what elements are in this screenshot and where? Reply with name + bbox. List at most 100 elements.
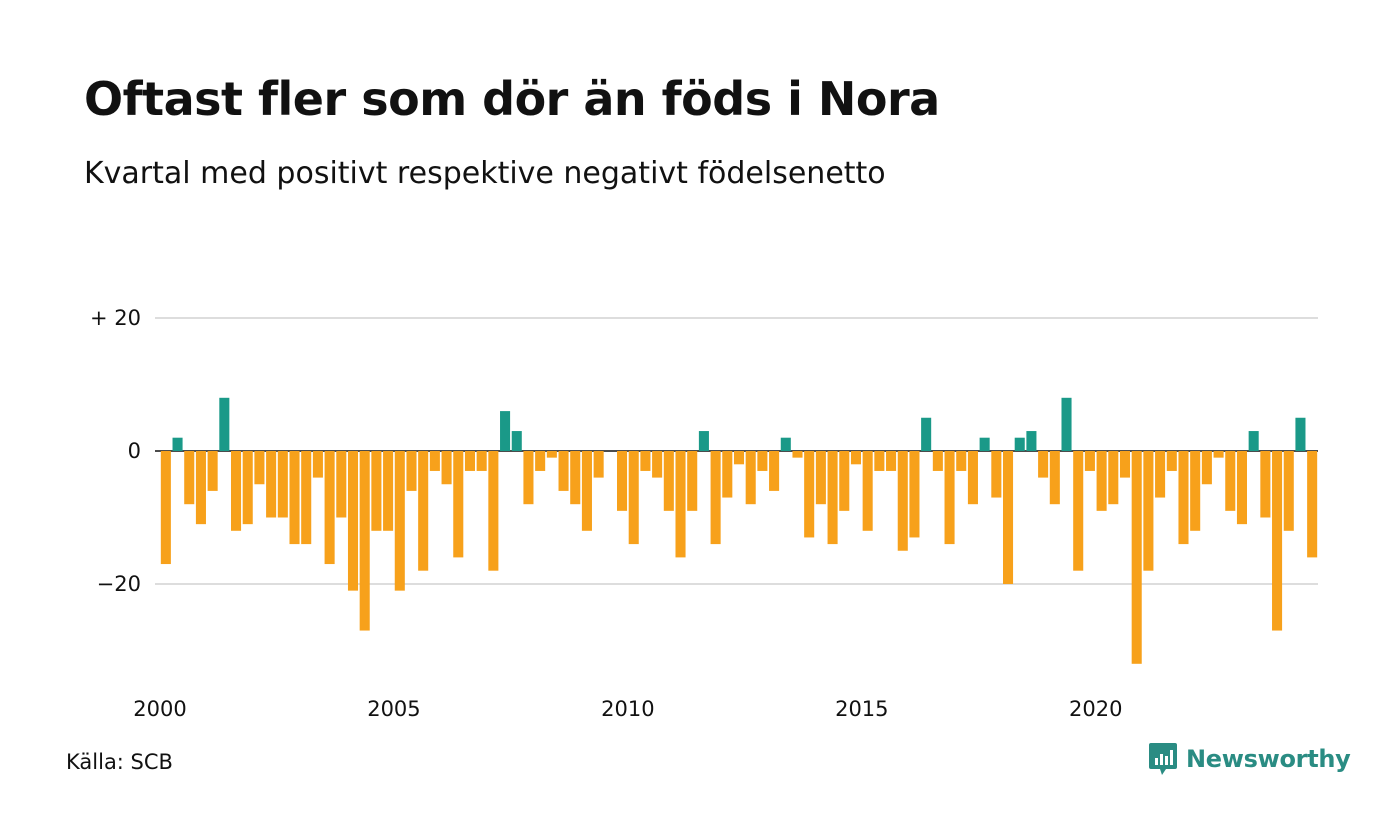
- brand-name: Newsworthy: [1186, 745, 1351, 773]
- bar-negative: [488, 451, 499, 571]
- bar-negative: [242, 451, 253, 525]
- bar-negative: [663, 451, 674, 511]
- bar-positive: [1248, 431, 1259, 451]
- bar-negative: [628, 451, 639, 545]
- bar-negative: [769, 451, 780, 491]
- bar-negative: [1108, 451, 1119, 505]
- bar-negative: [406, 451, 417, 491]
- bar-negative: [1307, 451, 1318, 558]
- x-tick-label: 2020: [1069, 697, 1122, 721]
- bar-negative: [160, 451, 171, 565]
- bar-negative: [1283, 451, 1294, 531]
- bar-negative: [1119, 451, 1131, 478]
- bar-positive: [511, 431, 522, 451]
- bar-negative: [324, 451, 335, 565]
- bar-negative: [441, 451, 452, 485]
- bar-negative: [827, 451, 838, 545]
- bar-negative: [301, 451, 312, 545]
- bar-positive: [979, 437, 990, 451]
- bar-negative: [1096, 451, 1107, 511]
- bar-negative: [617, 451, 628, 511]
- y-tick-label: −20: [97, 572, 141, 596]
- x-axis-ticks: 2000 2005 2010 2015 2020: [133, 697, 1122, 721]
- bar-positive: [698, 431, 709, 451]
- bars: [160, 397, 1318, 664]
- bar-negative: [710, 451, 721, 545]
- bar-positive: [1295, 417, 1306, 451]
- bar-negative: [1038, 451, 1049, 478]
- bar-negative: [1260, 451, 1271, 518]
- bar-negative: [687, 451, 698, 511]
- bar-negative: [453, 451, 464, 558]
- bar-negative: [195, 451, 206, 525]
- bar-negative: [792, 451, 803, 458]
- bar-negative: [1178, 451, 1189, 545]
- bar-negative: [418, 451, 429, 571]
- bar-positive: [780, 437, 791, 451]
- bar-negative: [464, 451, 475, 471]
- bar-negative: [1236, 451, 1247, 525]
- chart-title: Oftast fler som dör än föds i Nora: [84, 72, 940, 126]
- bar-negative: [850, 451, 861, 465]
- bar-negative: [932, 451, 943, 471]
- bar-positive: [1026, 431, 1037, 451]
- bar-negative: [652, 451, 663, 478]
- bar-negative: [347, 451, 359, 591]
- bar-negative: [371, 451, 382, 531]
- bar-negative: [546, 451, 557, 458]
- bar-negative: [1143, 451, 1154, 571]
- bar-negative: [535, 451, 546, 471]
- bar-negative: [184, 451, 195, 505]
- bar-negative: [1201, 451, 1212, 485]
- bar-negative: [757, 451, 768, 471]
- bar-negative: [1131, 451, 1142, 664]
- bar-negative: [289, 451, 300, 545]
- bar-positive: [1014, 437, 1025, 451]
- bar-negative: [1272, 451, 1283, 631]
- bar-negative: [967, 451, 978, 505]
- bar-negative: [745, 451, 756, 505]
- bar-negative: [383, 451, 394, 531]
- bar-negative: [1213, 451, 1224, 458]
- bar-negative: [593, 451, 604, 478]
- y-tick-label: 0: [128, 439, 141, 463]
- bar-negative: [1225, 451, 1236, 511]
- bar-negative: [1166, 451, 1177, 471]
- y-axis-ticks: + 20 0 −20: [90, 306, 141, 596]
- bar-negative: [558, 451, 569, 491]
- bar-negative: [1084, 451, 1095, 471]
- bar-negative: [266, 451, 277, 518]
- bar-positive: [921, 417, 932, 451]
- bar-negative: [1190, 451, 1201, 531]
- bar-negative: [815, 451, 826, 505]
- x-tick-label: 2010: [601, 697, 654, 721]
- bar-negative: [909, 451, 920, 538]
- y-tick-label: + 20: [90, 306, 141, 330]
- bar-negative: [1155, 451, 1166, 498]
- bar-negative: [991, 451, 1002, 498]
- bar-negative: [523, 451, 534, 505]
- bar-negative: [359, 451, 370, 631]
- bar-negative: [1073, 451, 1084, 571]
- bar-negative: [874, 451, 885, 471]
- source-note: Källa: SCB: [66, 750, 173, 774]
- bar-negative: [944, 451, 955, 545]
- x-tick-label: 2000: [133, 697, 186, 721]
- bar-negative: [862, 451, 873, 531]
- bar-negative: [476, 451, 487, 471]
- bar-negative: [207, 451, 218, 491]
- bar-negative: [312, 451, 323, 478]
- bar-negative: [1003, 451, 1014, 584]
- bar-negative: [839, 451, 850, 511]
- newsworthy-logo-icon: [1149, 743, 1177, 775]
- bar-positive: [172, 437, 183, 451]
- x-tick-label: 2005: [367, 697, 420, 721]
- bar-negative: [231, 451, 242, 531]
- bar-negative: [254, 451, 265, 485]
- bar-positive: [1061, 397, 1072, 451]
- bar-negative: [733, 451, 745, 465]
- bar-positive: [500, 411, 511, 451]
- bar-negative: [722, 451, 733, 498]
- bar-negative: [804, 451, 815, 538]
